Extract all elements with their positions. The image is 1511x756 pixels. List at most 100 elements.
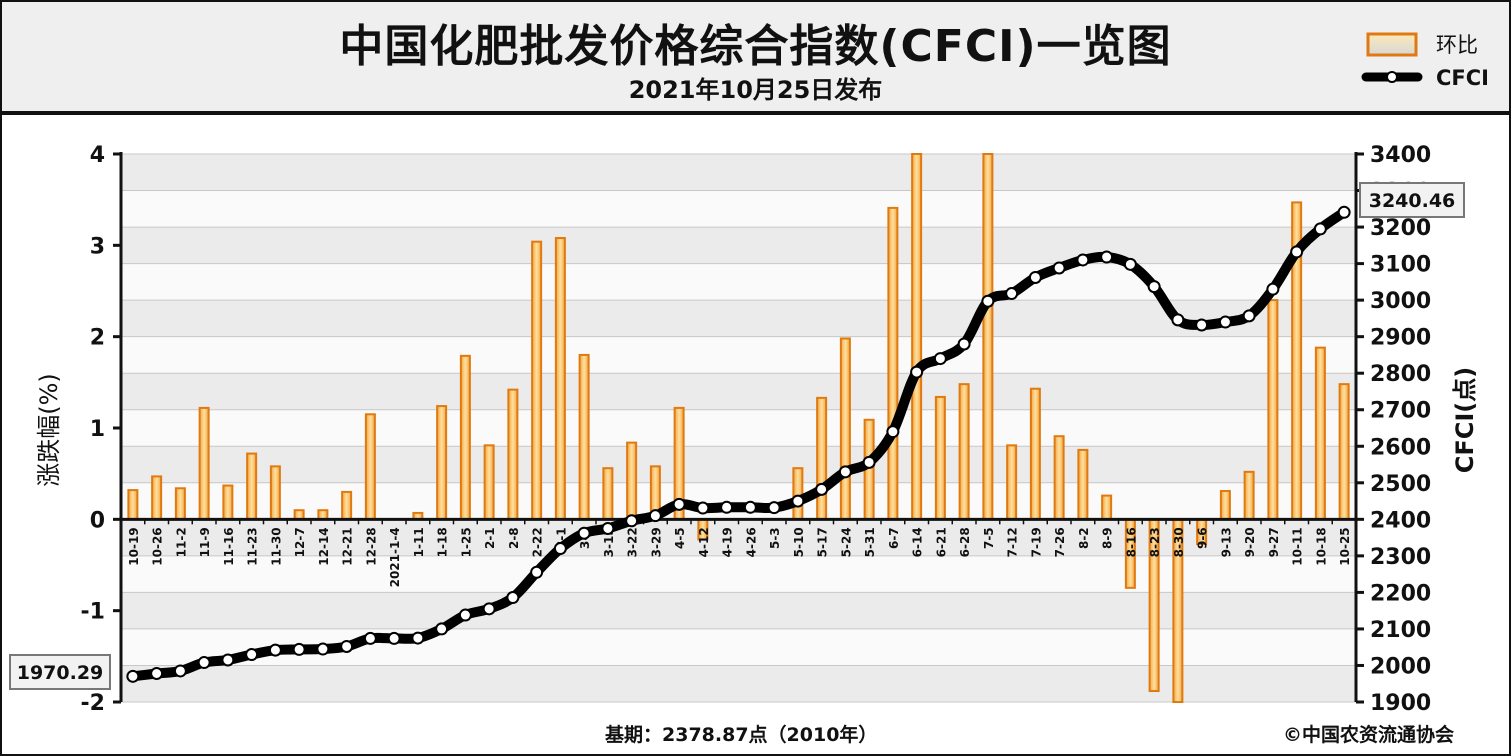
x-tick-label: 10-18 [1314,527,1328,565]
cfci-point-7-12 [1005,287,1019,301]
chart-title: 中国化肥批发价格综合指数(CFCI)一览图 [339,21,1172,72]
cfci-point-5-24 [838,465,852,479]
cfci-point-8-2 [1076,253,1090,267]
x-tick-label: 3-29 [649,527,663,557]
bar-10-26 [151,475,163,521]
cfci-line-series [126,205,1351,683]
cfci-point-4-19 [720,500,734,514]
cfci-point-10-18 [1313,222,1327,236]
x-tick-label: 8-23 [1148,527,1162,557]
x-tick-label: 3-22 [626,527,640,557]
right-axis-title: CFCI(点) [1451,367,1479,474]
bar-12-28 [364,413,376,521]
x-tick-label: 6-28 [958,527,972,557]
cfci-point-7-19 [1028,270,1042,284]
bar-5-24 [839,337,851,521]
chart-header [1,1,1510,115]
right-tick-label: 2600 [1370,435,1431,460]
cfci-point-4-26 [743,500,757,514]
legend-bar-swatch [1366,32,1418,57]
cfci-point-4-5 [672,497,686,511]
start-callout-box [9,654,111,690]
x-tick-label: 1-11 [412,527,426,557]
bar-12-21 [341,490,353,521]
x-tick-label: 7-12 [1006,527,1020,557]
cfci-point-11-23 [245,648,259,662]
cfci-point-3-22 [625,514,639,528]
cfci-point-6-21 [933,352,947,366]
x-tick-label: 3-15 [602,527,616,557]
bar-3-15 [602,467,614,521]
x-tick-label: 5-3 [768,527,782,549]
x-tick-label: 10-25 [1338,527,1352,565]
bar-3-8 [578,353,590,521]
cfci-point-9-27 [1266,282,1280,296]
left-tick-label: 0 [90,508,105,533]
cfci-point-3-1 [553,542,567,556]
bar-6-14 [911,153,923,521]
plot-band [121,336,1356,374]
cfci-point-3-15 [601,521,615,535]
cfci-point-7-26 [1052,261,1066,275]
x-tick-label: 5-17 [816,527,830,557]
x-tick-label: 9-20 [1243,527,1257,557]
left-tick-label: 1 [90,417,105,442]
plot-band [121,373,1356,410]
cfci-point-2-22 [530,565,544,579]
left-tick-label: -2 [81,691,105,716]
cfci-point-12-21 [340,639,354,653]
left-tick-label: -1 [81,600,105,625]
cfci-point-5-31 [862,455,876,469]
right-tick-label: 1900 [1370,691,1431,716]
bar-11-23 [246,452,258,521]
x-tick-label: 7-26 [1053,527,1067,557]
cfci-point-9-6 [1195,318,1209,332]
right-tick-label: 2400 [1370,508,1431,533]
x-tick-label: 5-10 [792,527,806,557]
cfci-point-1-18 [435,622,449,636]
x-tick-label: 11-23 [246,527,260,565]
x-tick-label: 2-22 [531,527,545,557]
plot-band [121,263,1356,301]
x-tick-label: 6-7 [887,527,901,549]
plot-band [121,227,1356,264]
right-tick-label: 2500 [1370,472,1431,497]
cfci-point-8-30 [1171,313,1185,327]
bar-9-13 [1219,490,1231,521]
plot-band [121,409,1356,447]
plot-band [121,482,1356,520]
bar-11-9 [198,406,210,521]
cfci-point-9-13 [1218,315,1232,329]
x-tick-label: 2021-1-4 [388,527,402,587]
left-tick-label: 3 [90,234,105,259]
cfci-point-12-28 [363,631,377,645]
x-tick-label: 9-13 [1219,527,1233,557]
start-callout-label: 1970.29 [17,662,104,684]
x-tick-label: 9-6 [1196,527,1210,549]
x-tick-label: 11-2 [174,527,188,557]
cfci-point-8-16 [1123,257,1137,271]
cfci-point-10-26 [150,667,164,681]
right-tick-label: 3000 [1370,289,1431,314]
bar-9-20 [1243,470,1255,521]
bar-2-1 [483,444,495,521]
x-tick-label: 12-7 [293,527,307,557]
left-tick-label: 4 [90,143,105,168]
x-tick-label: 8-30 [1172,527,1186,557]
cfci-point-6-28 [957,337,971,351]
bar-6-28 [958,383,970,521]
bar-6-21 [934,395,946,521]
cfci-point-11-30 [268,643,282,657]
bar-2-8 [507,388,519,521]
right-tick-label: 2700 [1370,399,1431,424]
bar-10-19 [127,489,139,521]
cfci-point-8-9 [1100,250,1114,264]
chart-subtitle: 2021年10月25日发布 [628,76,883,104]
right-tick-label: 2200 [1370,581,1431,606]
cfci-point-6-7 [886,425,900,439]
x-tick-label: 5-31 [863,527,877,557]
cfci-point-2021-1-4 [387,631,401,645]
x-tick-label: 8-2 [1077,527,1091,549]
